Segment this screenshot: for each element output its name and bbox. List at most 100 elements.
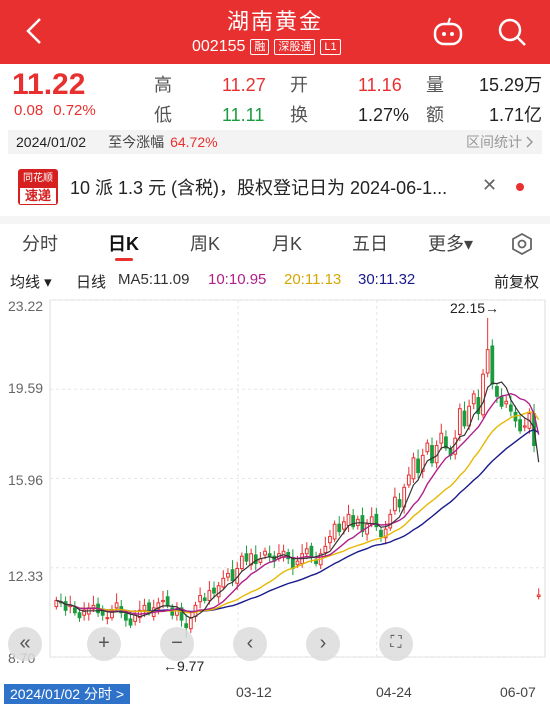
open-value: 11.16 [358, 75, 402, 95]
candle-body [420, 454, 425, 472]
news-text: 10 派 1.3 元 (含税)，股权登记日为 2024-06-1... [70, 178, 448, 198]
date-intraday-link[interactable]: 2024/01/02 分时 > [4, 684, 131, 704]
search-icon[interactable] [494, 14, 530, 50]
candle-body [406, 474, 411, 486]
price-change: 0.08 0.72% [14, 102, 96, 119]
y-tick-1: 23.22 [8, 298, 44, 314]
candle-body [411, 457, 416, 480]
kline-svg [49, 299, 546, 658]
fullscreen-icon[interactable]: ⛶ [379, 627, 413, 661]
candle-body [114, 602, 119, 609]
candle-body [439, 432, 444, 444]
avg-line-selector[interactable]: 均线 ▾ [10, 274, 52, 291]
candle-body [476, 397, 481, 415]
x-axis: 2024/01/02 分时 > 03-12 04-24 06-07 [0, 680, 550, 712]
candle-body [221, 577, 226, 588]
scroll-left-icon[interactable]: ‹ [233, 627, 267, 661]
range-stat-label: 区间统计 [466, 134, 522, 150]
range-bar[interactable]: 2024/01/02 至今涨幅 64.72% 区间统计 [8, 130, 542, 154]
range-gain-label: 至今涨幅 [108, 134, 165, 150]
tag-margin: 融 [250, 39, 270, 55]
zoom-out-icon[interactable]: − [160, 627, 194, 661]
header-bar: 湖南黄金 002155 融 深股通 L1 [0, 0, 550, 64]
candle-body [239, 555, 244, 569]
candle-body [328, 536, 332, 544]
tab-daily-k[interactable]: 日K [108, 234, 139, 254]
period-tabs: 分时 日K 周K 月K 五日 更多▾ [0, 226, 550, 262]
value-col-2: 11.16 1.27% [358, 72, 409, 132]
candle-body [309, 545, 314, 557]
candle-body [226, 572, 230, 578]
news-logo-top: 同花顺 [23, 173, 53, 184]
candle-body [263, 550, 267, 556]
kline-chart[interactable]: 23.22 19.59 15.96 12.33 8.70 22.15→ ←9.7… [0, 292, 550, 674]
y-tick-3: 15.96 [8, 472, 44, 488]
candle-body [184, 623, 189, 628]
high-label: 高 [154, 75, 172, 95]
settings-gear-icon[interactable] [510, 232, 534, 256]
zoom-in-icon[interactable]: + [87, 627, 121, 661]
amount-value: 1.71亿 [488, 105, 542, 125]
range-stat-link[interactable]: 区间统计 [466, 132, 534, 152]
candle-body [522, 425, 527, 428]
tab-monthly-k[interactable]: 月K [272, 234, 303, 254]
candle-body [393, 496, 397, 512]
adjust-mode[interactable]: 前复权 [494, 274, 540, 291]
candle-body [304, 548, 309, 555]
label-col-3: 量 额 [426, 72, 444, 132]
turnover-label: 换 [290, 105, 308, 125]
quote-panel: 11.22 0.08 0.72% 高 低 11.27 11.11 开 换 11.… [0, 64, 550, 156]
candle-body [346, 513, 351, 526]
active-tab-indicator [115, 258, 133, 261]
range-start-date: 2024/01/02 [16, 134, 87, 150]
candle-body [504, 400, 509, 405]
ma10-value: 10:10.95 [208, 271, 267, 288]
candle-body [105, 617, 110, 620]
low-label: 低 [154, 105, 172, 125]
candle-body [77, 612, 82, 619]
low-marker: ←9.77 [163, 658, 205, 674]
tab-five-day[interactable]: 五日 [352, 234, 388, 254]
tab-intraday[interactable]: 分时 [22, 234, 58, 254]
volume-value: 15.29万 [478, 75, 542, 95]
candle-body [471, 393, 476, 405]
candle-body [82, 609, 87, 616]
candle-body [128, 618, 133, 626]
tab-weekly-k[interactable]: 周K [190, 234, 221, 254]
rewind-icon[interactable]: « [8, 627, 42, 661]
back-icon[interactable] [20, 16, 50, 46]
change-value: 0.08 [14, 102, 44, 119]
value-col-1: 11.27 11.11 [222, 72, 266, 132]
candle-body [481, 373, 485, 416]
x-tick-mar: 03-12 [236, 684, 272, 700]
close-icon[interactable]: ✕ [482, 175, 498, 195]
news-banner[interactable]: 同花顺 速递 10 派 1.3 元 (含税)，股权登记日为 2024-06-1.… [0, 162, 550, 212]
tab-more[interactable]: 更多▾ [428, 234, 474, 254]
candle-body [499, 395, 504, 407]
candle-body [179, 607, 184, 621]
candle-body [360, 515, 365, 533]
candle-body [365, 523, 369, 535]
assistant-robot-icon[interactable] [430, 14, 466, 50]
stock-name: 湖南黄金 [226, 9, 323, 34]
candle-body [202, 597, 207, 601]
label-col-2: 开 换 [290, 72, 308, 132]
candle-body [295, 560, 300, 566]
candle-body [123, 613, 128, 621]
candle-body [341, 521, 346, 530]
candle-body [63, 601, 68, 611]
candle-body [165, 596, 170, 606]
candle-body [91, 604, 96, 610]
candle-body [156, 602, 161, 610]
ma5-line [56, 381, 540, 619]
candle-body [416, 458, 420, 474]
candle-body [351, 515, 356, 528]
candle-body [207, 590, 212, 601]
news-logo-bottom: 速递 [20, 188, 56, 204]
volume-label: 量 [426, 75, 444, 95]
scroll-right-icon[interactable]: › [306, 627, 340, 661]
candle-body [388, 513, 393, 529]
candle-body [161, 599, 165, 603]
candle-body [374, 513, 379, 528]
chevron-right-icon [526, 136, 534, 148]
